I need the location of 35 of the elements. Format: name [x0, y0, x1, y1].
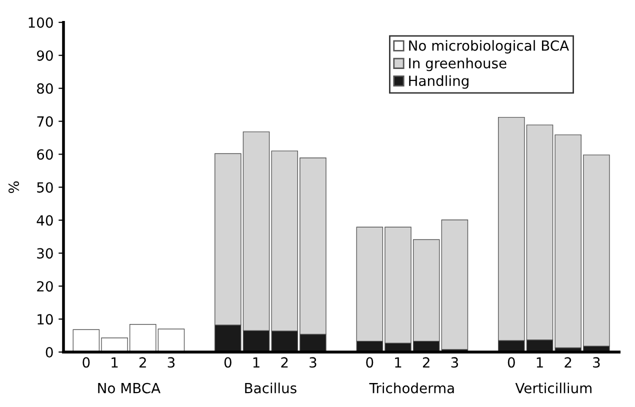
y-tick-label: 70	[37, 116, 53, 127]
x-tick-label: 1	[395, 357, 402, 368]
y-tick-label: 90	[36, 50, 53, 61]
x-tick-label: 3	[310, 357, 316, 368]
x-tick-label: 1	[253, 357, 260, 368]
y-tick-label: 40	[36, 215, 53, 226]
y-tick-label: 10	[38, 314, 53, 325]
text: No MBCA	[98, 382, 160, 394]
y-tick-label: 30	[37, 248, 53, 259]
y-tick-label: 50	[37, 182, 53, 193]
x-tick-label: 2	[281, 357, 288, 368]
x-tick-label: 2	[564, 357, 572, 368]
x-tick-label: 2	[139, 357, 146, 368]
text: Bacillus	[245, 382, 296, 394]
legend-label: No microbiological BCA	[409, 40, 569, 54]
y-tick-label: 100	[28, 17, 53, 28]
y-tick-label: 0	[46, 347, 53, 358]
x-tick-label: 1	[536, 357, 543, 368]
text: Trichoderma	[369, 382, 454, 394]
y-tick-label: 20	[37, 281, 53, 292]
x-tick-label: 1	[112, 357, 118, 368]
x-tick-label: 2	[422, 357, 430, 368]
x-tick-label: 0	[82, 357, 90, 368]
y-tick-label: 80	[37, 83, 53, 94]
x-tick-label: 3	[451, 357, 458, 368]
x-tick-label: 0	[366, 357, 374, 368]
text: Verticillium	[515, 382, 592, 394]
x-tick-label: 3	[168, 357, 175, 368]
legend-label: Handling	[409, 75, 468, 89]
y-axis-title: %	[8, 181, 20, 194]
legend-label: In greenhouse	[409, 58, 506, 72]
x-tick-label: 0	[508, 357, 515, 368]
y-tick-label: 60	[37, 149, 53, 160]
x-tick-label: 3	[593, 357, 600, 368]
x-tick-label: 0	[224, 357, 232, 368]
